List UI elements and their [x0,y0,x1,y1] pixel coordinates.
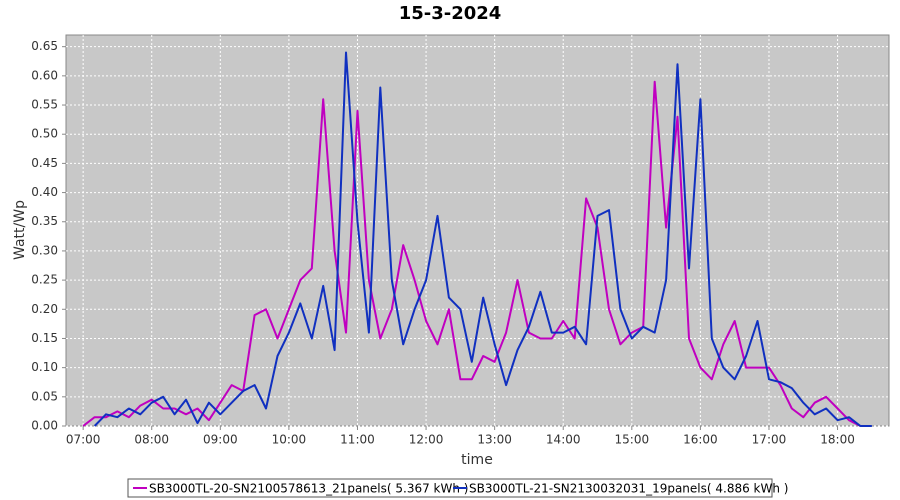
y-tick-label: 0.35 [31,214,58,228]
legend [127,478,773,498]
legend-label: SB3000TL-21-SN2130032031_19panels( 4.886… [469,482,788,496]
y-tick-label: 0.30 [31,243,58,257]
x-tick-label: 15:00 [615,433,650,447]
y-tick-label: 0.40 [31,185,58,199]
y-tick-label: 0.20 [31,302,58,316]
chart-title: 15-3-2024 [399,3,502,24]
x-tick-label: 17:00 [752,433,787,447]
x-tick-label: 08:00 [134,433,169,447]
x-tick-label: 10:00 [272,433,307,447]
series-line [82,80,861,427]
x-tick-label: 16:00 [683,433,718,447]
x-tick-label: 13:00 [477,433,512,447]
x-tick-label: 09:00 [203,433,238,447]
x-axis-label: time [461,452,493,468]
y-tick-label: 0.45 [31,156,58,170]
x-tick-label: 07:00 [66,433,101,447]
plot-area [65,34,890,427]
x-tick-label: 14:00 [546,433,581,447]
y-tick-label: 0.50 [31,127,58,141]
legend-label: SB3000TL-20-SN2100578613_21panels( 5.367… [149,482,468,496]
y-tick-label: 0.10 [31,360,58,374]
series-line [93,51,872,427]
y-axis-label: Watt/Wp [12,200,28,260]
x-tick-label: 11:00 [340,433,375,447]
y-tick-label: 0.65 [31,39,58,53]
y-tick-label: 0.60 [31,68,58,82]
y-tick-label: 0.15 [31,331,58,345]
y-tick-label: 0.25 [31,273,58,287]
y-tick-label: 0.00 [31,419,58,433]
x-tick-label: 12:00 [409,433,444,447]
x-tick-label: 18:00 [820,433,855,447]
y-tick-label: 0.55 [31,98,58,112]
y-tick-label: 0.05 [31,389,58,403]
